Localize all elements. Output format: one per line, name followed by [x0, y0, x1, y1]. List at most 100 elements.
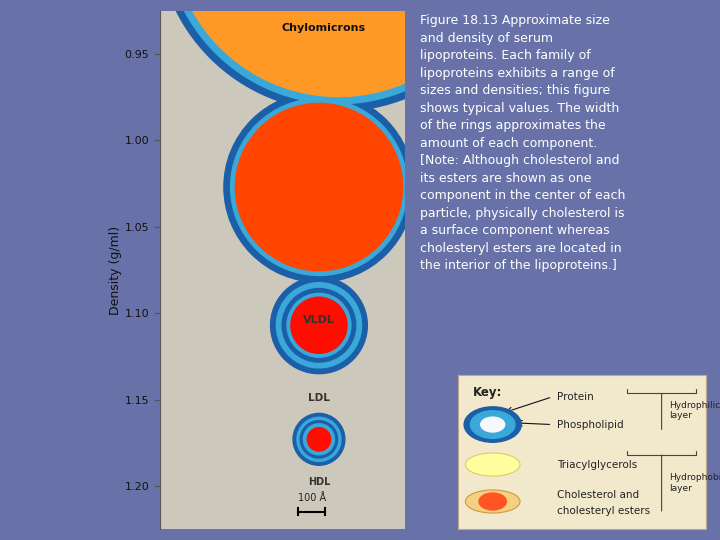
Ellipse shape — [297, 304, 341, 347]
Ellipse shape — [315, 322, 323, 329]
Ellipse shape — [305, 310, 333, 340]
Text: Key:: Key: — [473, 386, 502, 399]
Ellipse shape — [240, 107, 398, 267]
Ellipse shape — [247, 0, 431, 22]
Ellipse shape — [213, 0, 464, 55]
Ellipse shape — [264, 0, 414, 5]
Ellipse shape — [303, 309, 335, 341]
Ellipse shape — [294, 162, 344, 212]
Ellipse shape — [308, 428, 330, 450]
Ellipse shape — [276, 283, 361, 368]
Ellipse shape — [305, 312, 333, 339]
Ellipse shape — [301, 307, 337, 343]
Ellipse shape — [252, 120, 386, 254]
Ellipse shape — [302, 170, 336, 204]
Ellipse shape — [310, 179, 328, 195]
Ellipse shape — [317, 185, 321, 189]
Ellipse shape — [269, 137, 369, 237]
Ellipse shape — [312, 433, 325, 446]
Ellipse shape — [293, 300, 345, 351]
Ellipse shape — [273, 141, 365, 233]
Ellipse shape — [308, 177, 330, 198]
Text: LDL: LDL — [308, 393, 330, 403]
Ellipse shape — [164, 0, 513, 104]
Ellipse shape — [298, 166, 340, 208]
Ellipse shape — [263, 131, 375, 244]
Text: Triacylglycerols: Triacylglycerols — [557, 460, 637, 470]
Ellipse shape — [279, 147, 359, 227]
Ellipse shape — [255, 0, 422, 13]
Ellipse shape — [318, 438, 320, 441]
Circle shape — [481, 417, 505, 432]
Ellipse shape — [226, 0, 451, 42]
Circle shape — [479, 493, 506, 510]
Ellipse shape — [300, 306, 338, 345]
Ellipse shape — [305, 172, 333, 202]
Ellipse shape — [230, 99, 408, 275]
Ellipse shape — [180, 0, 497, 88]
Ellipse shape — [307, 314, 330, 336]
Ellipse shape — [317, 323, 321, 328]
Text: Hydrophobic
layer: Hydrophobic layer — [669, 474, 720, 492]
Ellipse shape — [246, 114, 392, 260]
Ellipse shape — [258, 126, 379, 248]
Ellipse shape — [259, 0, 418, 9]
Ellipse shape — [282, 288, 356, 362]
Ellipse shape — [251, 0, 426, 17]
Text: Figure 18.13 Approximate size
and density of serum
lipoproteins. Each family of
: Figure 18.13 Approximate size and densit… — [420, 14, 626, 272]
Ellipse shape — [238, 0, 438, 30]
Ellipse shape — [313, 434, 325, 445]
Ellipse shape — [307, 174, 331, 200]
Ellipse shape — [243, 112, 395, 262]
Ellipse shape — [297, 303, 341, 348]
Y-axis label: Density (g/ml): Density (g/ml) — [109, 225, 122, 315]
Ellipse shape — [205, 0, 472, 63]
Ellipse shape — [189, 0, 489, 80]
Text: HDL: HDL — [307, 477, 330, 487]
Ellipse shape — [248, 116, 390, 258]
Ellipse shape — [261, 129, 377, 246]
Ellipse shape — [230, 0, 447, 38]
Circle shape — [464, 407, 521, 442]
Ellipse shape — [309, 315, 329, 335]
Ellipse shape — [234, 0, 443, 34]
Ellipse shape — [293, 414, 345, 465]
Ellipse shape — [292, 160, 346, 214]
Ellipse shape — [313, 320, 325, 331]
Ellipse shape — [310, 316, 328, 334]
Ellipse shape — [311, 431, 327, 447]
Ellipse shape — [307, 313, 331, 338]
Circle shape — [470, 411, 515, 438]
Ellipse shape — [224, 92, 414, 282]
Ellipse shape — [287, 293, 351, 357]
Ellipse shape — [310, 431, 328, 448]
Ellipse shape — [292, 299, 346, 352]
Ellipse shape — [318, 438, 320, 440]
Ellipse shape — [271, 277, 367, 374]
Ellipse shape — [297, 417, 341, 461]
Ellipse shape — [271, 139, 367, 235]
Ellipse shape — [176, 0, 501, 92]
Ellipse shape — [254, 122, 384, 252]
Text: 100 Å: 100 Å — [297, 493, 325, 503]
Ellipse shape — [315, 435, 323, 443]
Ellipse shape — [256, 124, 382, 250]
Ellipse shape — [310, 430, 328, 449]
Ellipse shape — [235, 104, 402, 271]
Ellipse shape — [315, 321, 323, 330]
Ellipse shape — [201, 0, 476, 68]
Ellipse shape — [282, 150, 356, 225]
Ellipse shape — [315, 183, 323, 191]
Ellipse shape — [243, 0, 435, 25]
Ellipse shape — [275, 143, 363, 231]
Ellipse shape — [295, 302, 343, 349]
Ellipse shape — [210, 0, 468, 59]
Ellipse shape — [309, 429, 329, 449]
Ellipse shape — [238, 105, 400, 268]
Ellipse shape — [284, 152, 354, 222]
Ellipse shape — [312, 181, 325, 193]
Text: cholesteryl esters: cholesteryl esters — [557, 506, 650, 516]
Ellipse shape — [318, 324, 320, 326]
Ellipse shape — [171, 0, 505, 97]
Ellipse shape — [294, 301, 343, 350]
